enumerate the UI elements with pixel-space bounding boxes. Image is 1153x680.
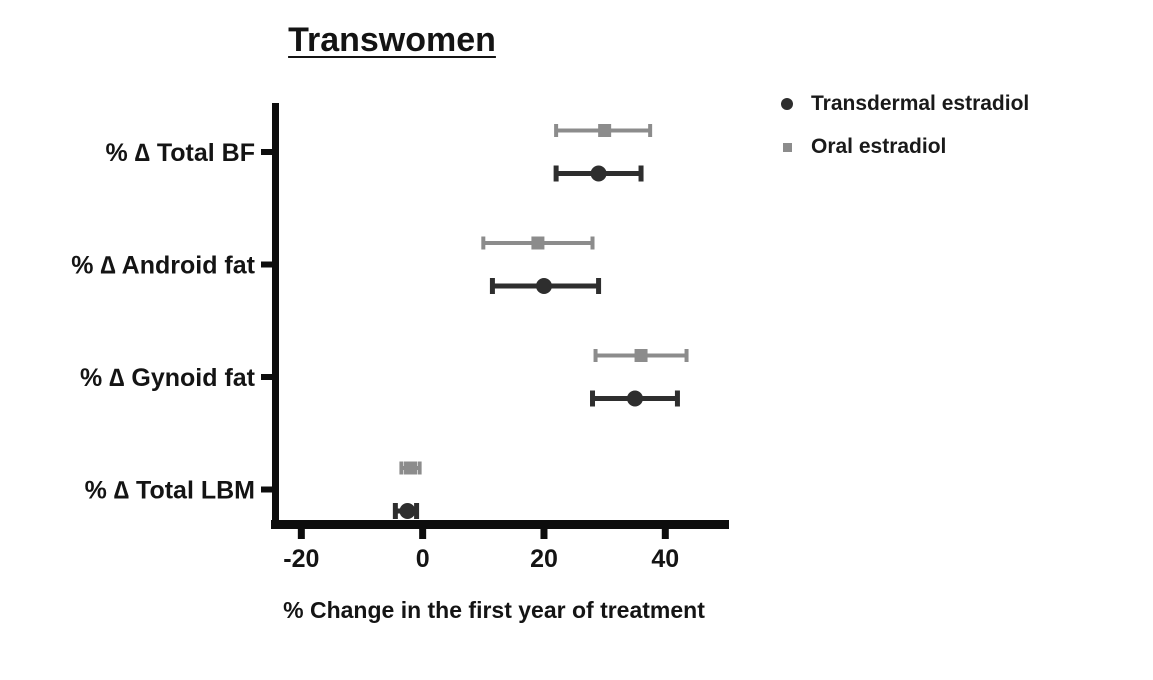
y-axis-tick [261,149,272,155]
error-bar-cap-high [414,503,420,519]
error-bar-cap-low [553,165,559,182]
y-axis-tick [261,261,272,268]
error-bar-cap-high [596,278,602,294]
error-bar-cap-high [417,461,422,475]
error-bar-cap-low [554,124,559,137]
legend-item-transdermal: Transdermal estradiol [781,88,1029,120]
error-bar-cap-low [593,349,598,362]
legend-label-transdermal: Transdermal estradiol [811,92,1030,115]
x-tick-label: 0 [416,545,430,573]
x-axis-tick [661,529,669,539]
legend: Transdermal estradiol Oral estradiol [781,88,1029,174]
data-point-square [404,461,418,475]
error-bar-cap-high [590,236,595,250]
error-bar-cap-high [684,349,689,362]
y-axis-tick [261,486,272,493]
data-point-square [634,349,648,362]
x-axis-label: % Change in the first year of treatment [283,597,705,623]
category-label: % ∆ Android fat [71,252,255,280]
category-label: % ∆ Total LBM [85,477,255,505]
legend-item-oral: Oral estradiol [781,131,1029,163]
category-label: % ∆ Total BF [105,139,255,167]
y-axis-tick [261,374,272,380]
chart-title: Transwomen [288,21,496,59]
x-tick-label: 40 [651,545,679,573]
error-bar-cap-high [638,165,644,182]
error-bar-cap-low [481,236,486,250]
error-bar-cap-low [392,503,398,519]
data-point-square [531,236,545,250]
square-marker-icon [783,142,792,152]
y-axis-line [272,103,279,529]
data-point-circle [535,278,552,294]
error-bar-cap-high [674,390,680,407]
x-tick-label: 20 [530,545,558,573]
circle-marker-icon [781,98,793,110]
error-bar-cap-low [399,461,404,475]
error-bar-cap-low [489,278,495,294]
data-point-square [598,124,612,137]
data-point-circle [626,390,643,407]
error-bar-cap-high [648,124,653,137]
x-axis-tick [540,529,548,539]
x-axis-line [271,520,729,529]
x-axis-tick [297,529,305,539]
category-label: % ∆ Gynoid fat [80,364,256,392]
x-tick-label: -20 [283,545,319,573]
data-point-circle [590,165,607,182]
legend-label-oral: Oral estradiol [811,135,947,158]
error-bar-cap-low [590,390,596,407]
x-axis-tick [419,529,427,539]
data-point-circle [399,503,416,519]
